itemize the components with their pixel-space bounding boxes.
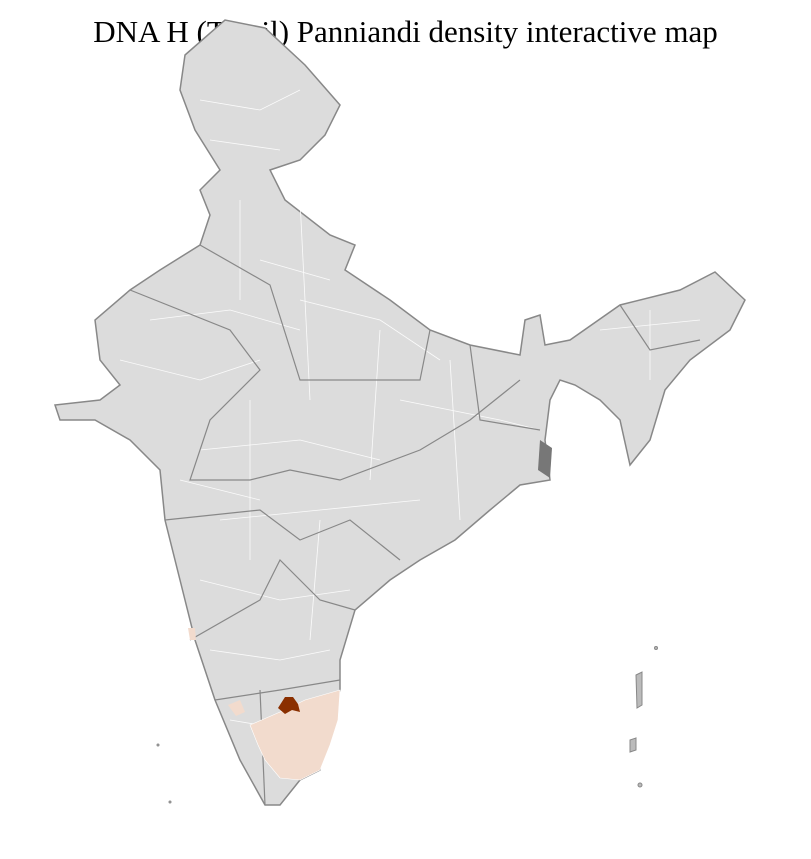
sundarbans-delta [538,440,552,478]
islands [156,646,658,804]
salem-high-density[interactable] [278,697,300,714]
coastal-low-density[interactable] [188,628,196,640]
india-outline[interactable] [53,19,746,806]
state-borders [129,244,701,806]
map-title: DNA H (Tamil) Panniandi density interact… [93,14,718,49]
kerala-low-density[interactable] [228,700,245,716]
tamil-nadu-low-density[interactable] [249,689,341,781]
